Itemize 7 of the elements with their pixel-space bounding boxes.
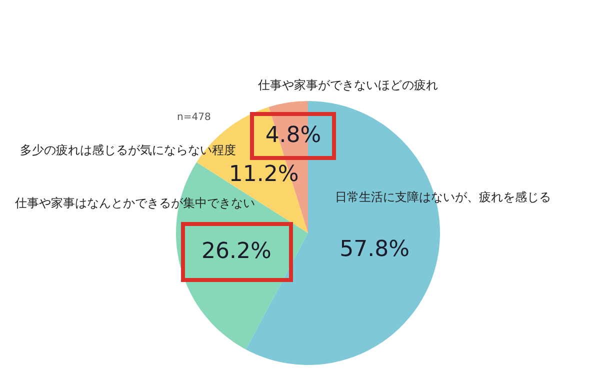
data-label: 26.2% [202,238,272,265]
data-label: 57.8% [340,236,410,263]
data-label: 11.2% [228,162,299,188]
data-label: 4.8% [265,123,322,150]
slice-label: 仕事や家事はなんとかできるが集中できない [15,196,255,210]
text: n=478 [177,111,211,125]
slice-label: 仕事や家事ができないほどの疲れ [258,78,438,92]
